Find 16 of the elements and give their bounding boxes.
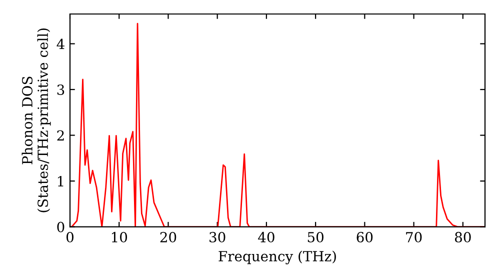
y-tick-label: 2: [57, 130, 64, 141]
x-axis-title: Frequency (THz): [218, 250, 336, 264]
y-tick-label: 0: [57, 222, 64, 232]
x-tick-label: 80: [454, 232, 471, 242]
y-tick-label: 4: [56, 38, 64, 50]
y-tick-label: 3: [57, 84, 64, 95]
x-tick-label: 50: [308, 232, 324, 242]
x-tick-label: 70: [406, 232, 422, 242]
x-tick-label: 30: [210, 232, 226, 242]
y-tick-label: 1: [58, 176, 64, 186]
x-tick-label: 60: [356, 232, 373, 242]
x-tick-label: 0: [66, 232, 74, 242]
x-tick-label: 20: [160, 232, 176, 242]
x-tick-label: 40: [258, 232, 274, 242]
y-axis-title: Phonon DOS (States/THz·primitive cell): [22, 28, 51, 212]
x-tick-label: 10: [112, 232, 128, 242]
